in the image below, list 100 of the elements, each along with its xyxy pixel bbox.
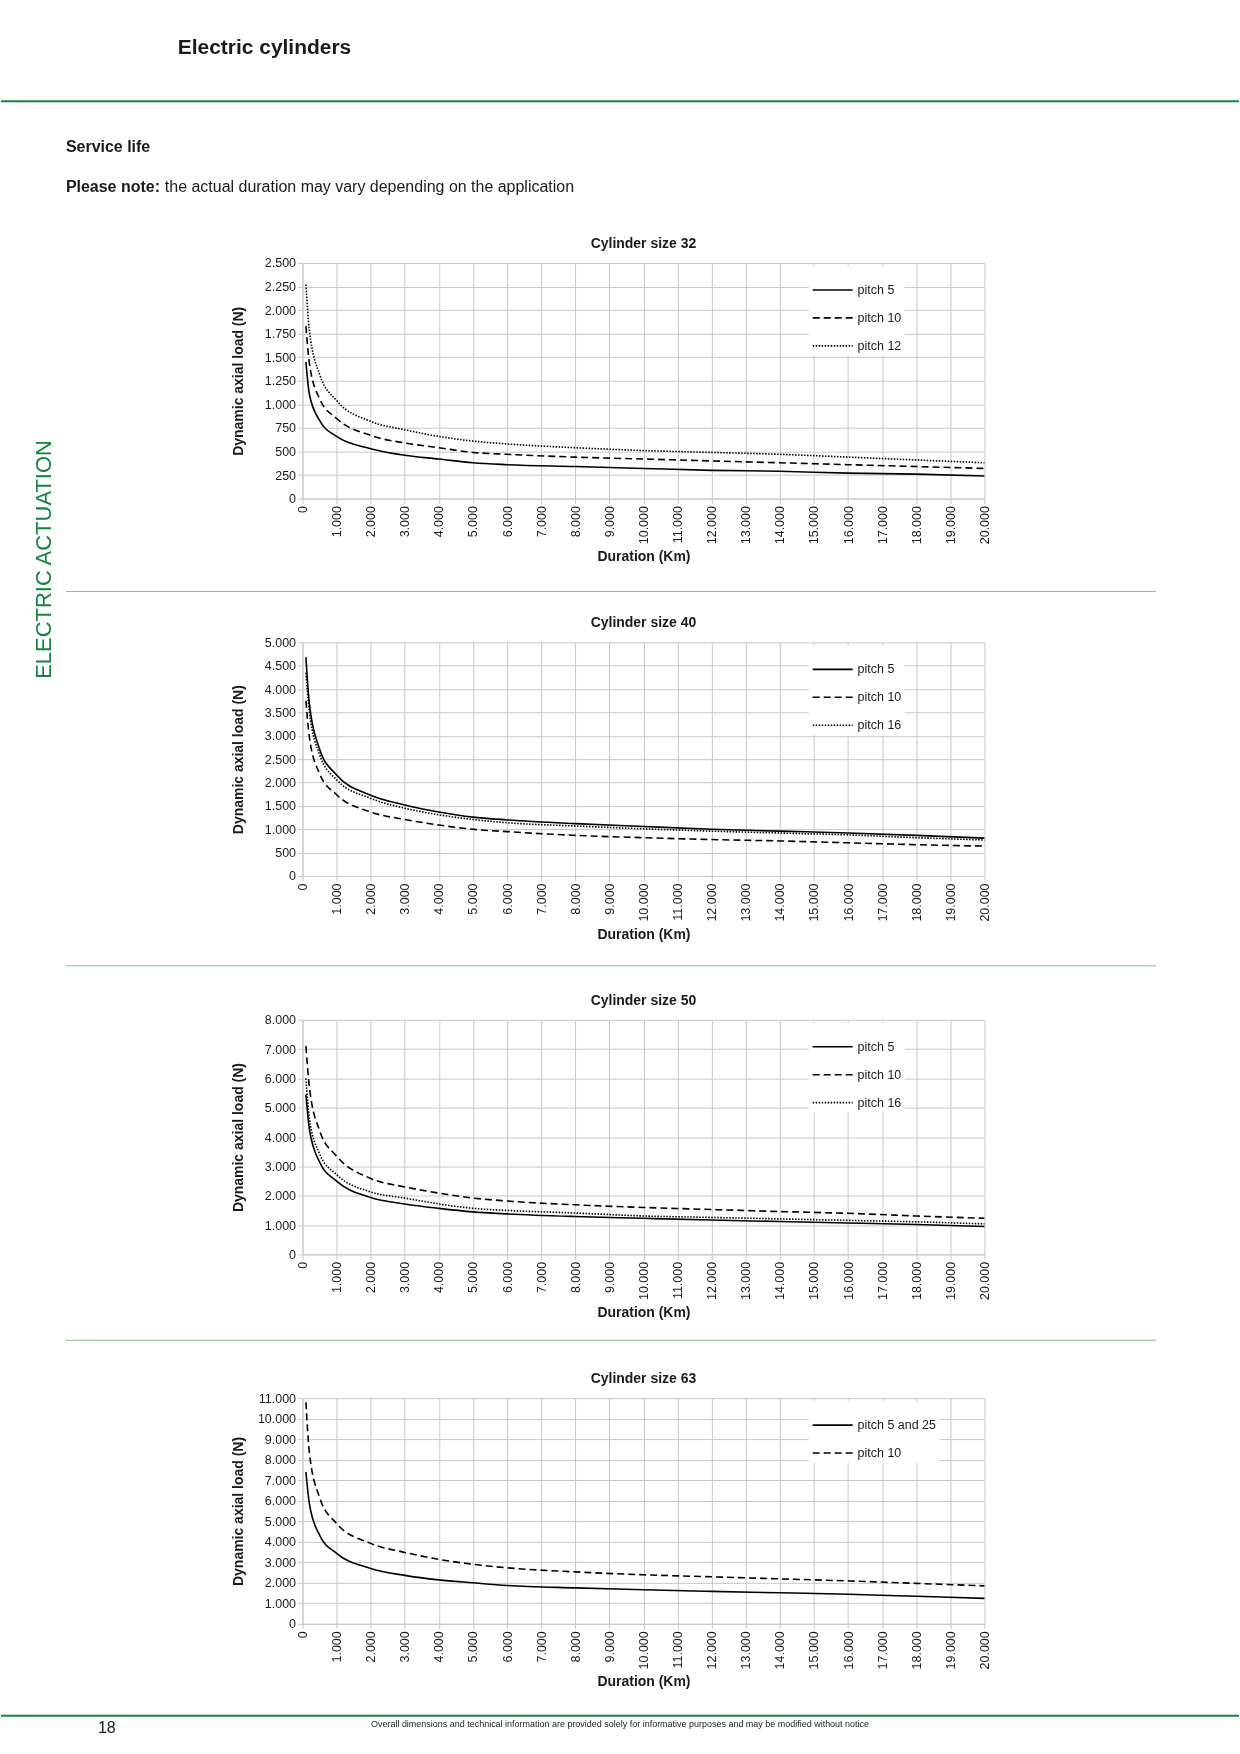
y-tick-label: 5.000 — [264, 1101, 297, 1116]
x-axis-title: Duration (Km) — [597, 925, 691, 942]
x-tick-label: 0 — [296, 1261, 310, 1269]
x-tick-label: 8.000 — [568, 1261, 583, 1294]
x-axis-title: Duration (Km) — [597, 1304, 691, 1321]
x-tick-label: 19.000 — [943, 1631, 958, 1670]
x-tick-label: 14.000 — [773, 1631, 788, 1670]
y-tick-label: 2.250 — [264, 280, 297, 295]
x-tick-label: 17.000 — [875, 883, 890, 922]
y-tick-label: 1.750 — [264, 327, 297, 342]
x-tick-label: 6.000 — [500, 1631, 515, 1663]
y-tick-label: 3.000 — [264, 1555, 297, 1570]
x-tick-label: 2.000 — [364, 1261, 379, 1294]
y-tick-label: 11.000 — [258, 1391, 297, 1406]
x-tick-label: 19.000 — [943, 883, 958, 922]
x-tick-label: 18.000 — [909, 883, 924, 922]
x-tick-label: 8.000 — [568, 1631, 583, 1663]
x-tick-label: 10.000 — [636, 1261, 651, 1301]
x-tick-label: 8.000 — [568, 506, 583, 538]
x-tick-label: 11.000 — [671, 506, 686, 544]
y-tick-label: 1.250 — [264, 374, 297, 389]
x-tick-label: 3.000 — [398, 1261, 413, 1294]
y-tick-label: 750 — [275, 421, 297, 436]
y-tick-label: 3.000 — [264, 729, 297, 744]
y-axis-title: Dynamic axial load (N) — [230, 1063, 247, 1213]
x-tick-label: 12.000 — [705, 1261, 720, 1301]
x-tick-label: 16.000 — [841, 883, 856, 922]
y-tick-label: 4.000 — [264, 1535, 297, 1550]
y-tick-label: 6.000 — [264, 1071, 297, 1086]
x-tick-label: 0 — [296, 883, 310, 891]
x-tick-label: 4.000 — [432, 1261, 447, 1294]
x-tick-label: 14.000 — [773, 1261, 788, 1301]
legend-label: pitch 5 — [857, 662, 895, 677]
x-tick-label: 1.000 — [330, 1261, 345, 1294]
x-tick-label: 7.000 — [534, 1631, 549, 1663]
x-tick-label: 10.000 — [636, 1631, 651, 1670]
text: Electric cylinders — [177, 35, 352, 59]
x-tick-label: 4.000 — [432, 1631, 447, 1663]
y-tick-label: 4.500 — [264, 659, 297, 674]
x-tick-label: 16.000 — [841, 506, 856, 545]
x-tick-label: 12.000 — [705, 883, 720, 922]
legend-label: pitch 10 — [857, 1067, 902, 1082]
y-tick-label: 5.000 — [264, 1514, 297, 1529]
y-axis-title: Dynamic axial load (N) — [230, 1436, 247, 1586]
x-tick-label: 6.000 — [500, 1261, 515, 1294]
x-tick-label: 13.000 — [739, 1631, 754, 1670]
x-tick-label: 18.000 — [909, 1261, 924, 1301]
legend-label: pitch 10 — [857, 1446, 902, 1461]
chart-title: Cylinder size 63 — [590, 1370, 697, 1387]
legend-label: pitch 12 — [857, 338, 902, 353]
y-tick-label: 0 — [289, 869, 297, 884]
x-tick-label: 17.000 — [875, 1631, 890, 1670]
y-tick-label: 10.000 — [257, 1412, 297, 1427]
text: 18 — [97, 1718, 116, 1736]
x-tick-label: 11.000 — [671, 1631, 686, 1669]
x-tick-label: 5.000 — [466, 1631, 481, 1663]
x-tick-label: 20.000 — [977, 506, 992, 545]
y-tick-label: 500 — [275, 846, 297, 861]
y-axis-title: Dynamic axial load (N) — [230, 306, 247, 456]
chart-title: Cylinder size 40 — [590, 614, 697, 631]
legend-label: pitch 5 — [857, 282, 895, 297]
x-tick-label: 3.000 — [398, 883, 413, 915]
x-tick-label: 13.000 — [739, 1261, 754, 1301]
y-tick-label: 2.000 — [264, 303, 297, 318]
y-tick-label: 4.000 — [264, 682, 297, 697]
text: the actual duration may vary depending on the application — [164, 178, 575, 196]
y-tick-label: 1.500 — [264, 799, 297, 814]
y-tick-label: 1.000 — [264, 822, 297, 837]
y-tick-label: 8.000 — [264, 1453, 297, 1468]
y-tick-label: 7.000 — [264, 1473, 297, 1488]
x-tick-label: 20.000 — [977, 883, 992, 922]
chart-title: Cylinder size 50 — [590, 991, 697, 1008]
y-tick-label: 1.000 — [264, 397, 297, 412]
y-tick-label: 6.000 — [264, 1494, 297, 1509]
x-tick-label: 4.000 — [432, 883, 447, 915]
x-tick-label: 5.000 — [466, 506, 481, 538]
legend-label: pitch 10 — [857, 690, 902, 705]
x-tick-label: 17.000 — [875, 1261, 890, 1301]
x-tick-label: 4.000 — [432, 506, 447, 538]
y-tick-label: 2.500 — [264, 752, 297, 767]
y-tick-label: 4.000 — [264, 1130, 297, 1145]
x-tick-label: 15.000 — [807, 883, 822, 922]
x-tick-label: 5.000 — [466, 1261, 481, 1294]
x-tick-label: 7.000 — [534, 883, 549, 915]
x-tick-label: 6.000 — [500, 883, 515, 915]
text: Please note: — [65, 178, 160, 196]
x-tick-label: 9.000 — [602, 1261, 617, 1294]
y-tick-label: 0 — [289, 1617, 297, 1632]
x-tick-label: 13.000 — [739, 506, 754, 545]
y-tick-label: 0 — [289, 1247, 297, 1262]
x-tick-label: 7.000 — [534, 506, 549, 538]
text: Service life — [65, 138, 151, 156]
y-tick-label: 2.500 — [264, 256, 297, 271]
y-axis-title: Dynamic axial load (N) — [230, 685, 247, 835]
y-tick-label: 3.000 — [264, 1159, 297, 1174]
text: Overall dimensions and technical information are provided solely for informative purposes and may be modified without notice — [370, 1718, 870, 1729]
x-tick-label: 20.000 — [977, 1261, 992, 1301]
x-tick-label: 19.000 — [943, 506, 958, 545]
x-tick-label: 13.000 — [739, 883, 754, 922]
y-tick-label: 8.000 — [264, 1013, 297, 1028]
